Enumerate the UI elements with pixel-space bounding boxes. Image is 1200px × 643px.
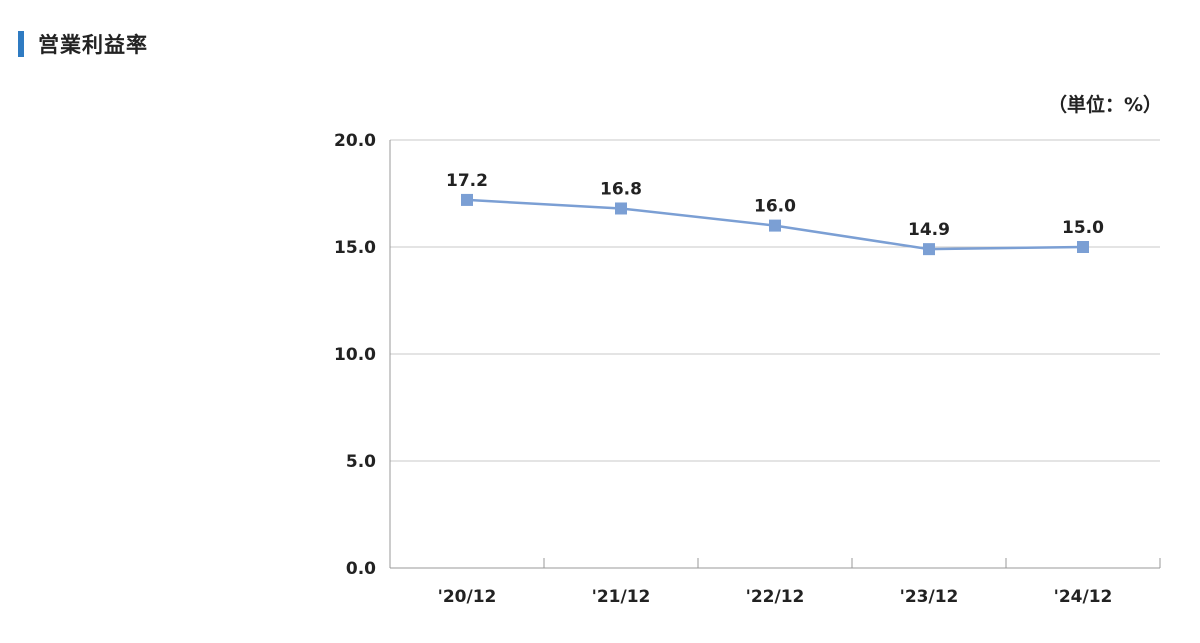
x-axis-tick-labels: '20/12 '21/12 '22/12 '23/12 '24/12 bbox=[438, 587, 1113, 607]
data-point-marker bbox=[461, 193, 473, 206]
x-tick-label: '22/12 bbox=[746, 587, 805, 607]
data-label: 16.0 bbox=[754, 197, 796, 217]
x-tick-label: '24/12 bbox=[1054, 587, 1113, 607]
data-point-marker bbox=[615, 202, 627, 215]
y-axis-tick-labels: 0.0 5.0 10.0 15.0 20.0 bbox=[334, 131, 376, 579]
y-tick-label: 5.0 bbox=[346, 452, 376, 472]
x-tick-label: '23/12 bbox=[900, 587, 959, 607]
y-tick-label: 20.0 bbox=[334, 131, 376, 151]
y-tick-label: 15.0 bbox=[334, 238, 376, 258]
data-label: 16.8 bbox=[600, 179, 642, 199]
data-label: 14.9 bbox=[908, 220, 950, 240]
chart-data-labels: 17.2 16.8 16.0 14.9 15.0 bbox=[446, 171, 1104, 240]
y-tick-label: 0.0 bbox=[346, 559, 376, 579]
data-point-marker bbox=[769, 219, 781, 232]
chart-axes bbox=[389, 140, 1161, 569]
y-tick-label: 10.0 bbox=[334, 345, 376, 365]
heading-accent-bar bbox=[18, 31, 24, 57]
chart-series bbox=[461, 193, 1089, 256]
data-label: 15.0 bbox=[1062, 218, 1104, 238]
page-title: 営業利益率 bbox=[38, 33, 148, 57]
x-tick-label: '21/12 bbox=[592, 587, 651, 607]
chart-gridlines bbox=[390, 139, 1160, 462]
x-tick-label: '20/12 bbox=[438, 587, 497, 607]
data-point-marker bbox=[923, 243, 935, 256]
data-point-marker bbox=[1077, 241, 1089, 253]
section-heading: 営業利益率 bbox=[18, 30, 148, 58]
data-label: 17.2 bbox=[446, 171, 488, 191]
unit-label: （単位：%） bbox=[1047, 94, 1162, 116]
